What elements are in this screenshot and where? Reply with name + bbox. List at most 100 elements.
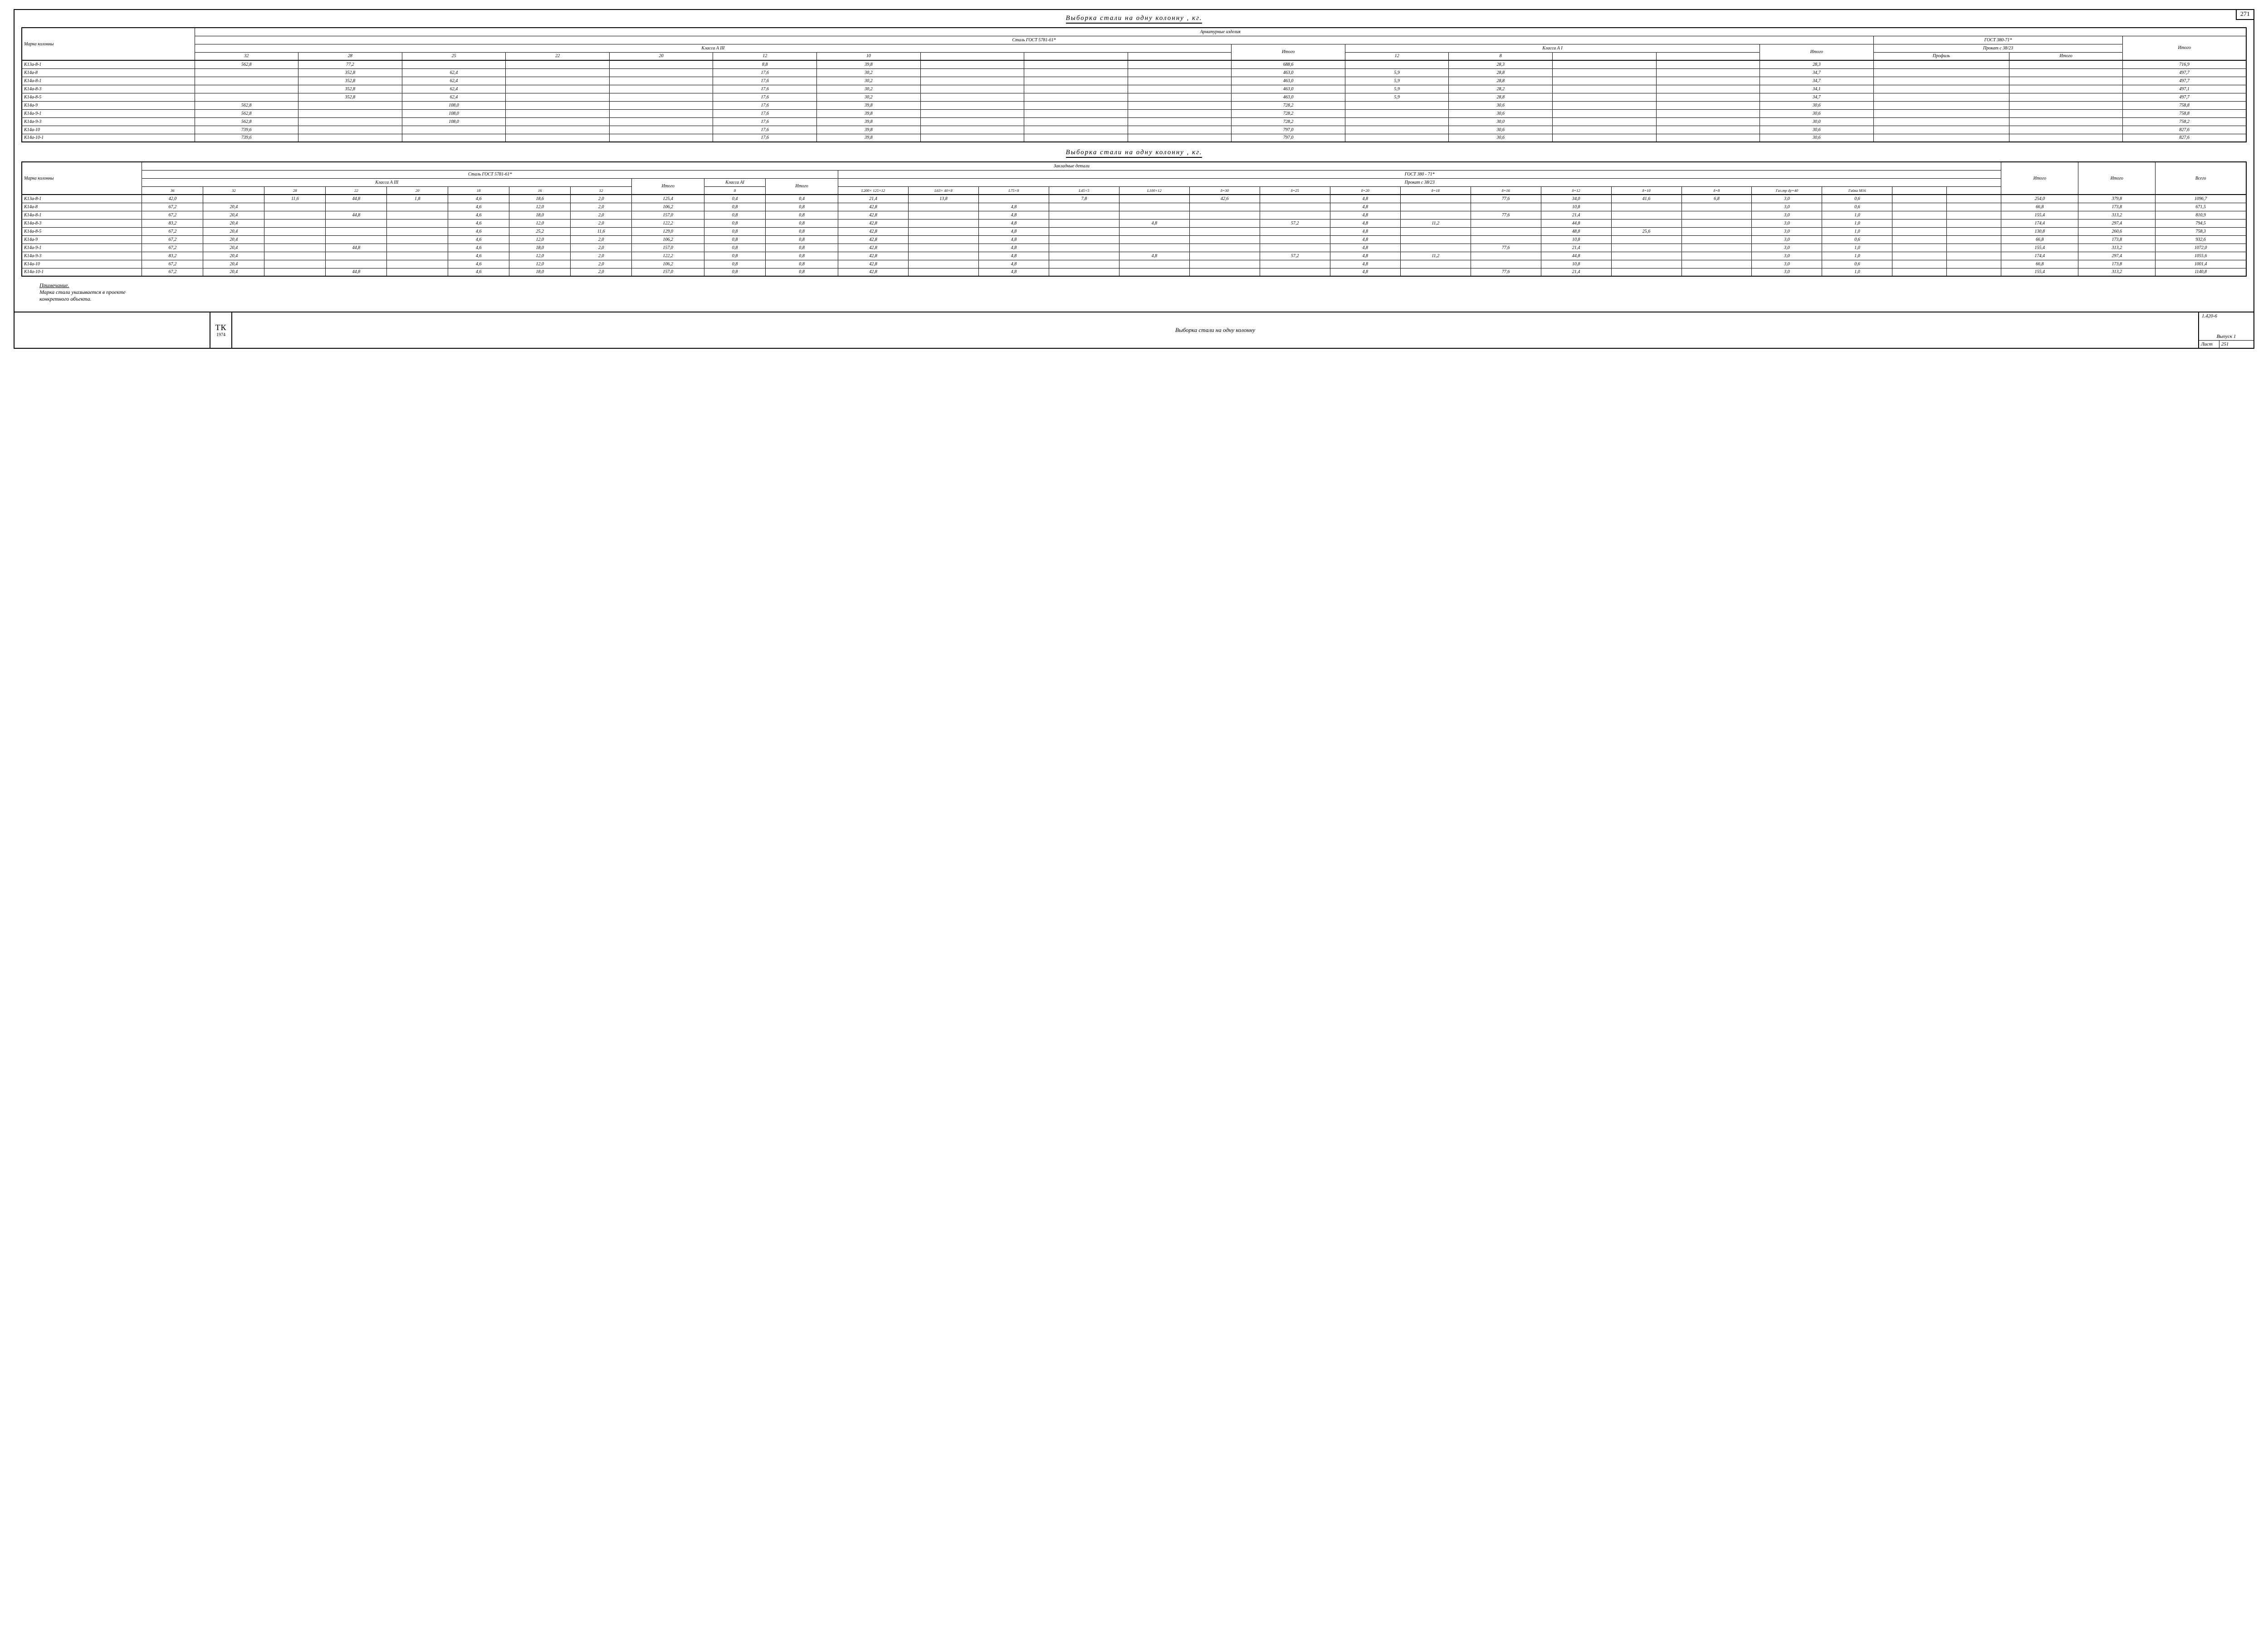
- t2-cell: [1681, 244, 1752, 252]
- t1-cell: [1128, 134, 1232, 142]
- t2-cell: [1260, 203, 1330, 211]
- hdr-gost5781: Сталь ГОСТ 5781-61*: [195, 36, 1873, 44]
- t2-prof-14: Гайка М16: [1822, 186, 1892, 195]
- t1-cell: 28,2: [1449, 85, 1553, 93]
- t1-cell: [402, 60, 506, 68]
- t2-cell: 4,6: [448, 211, 509, 219]
- t2-cell: 77,6: [1471, 244, 1541, 252]
- t2-cell: [1400, 227, 1471, 235]
- t1-cell: [1553, 134, 1657, 142]
- t1-cell: [920, 77, 1024, 85]
- t1-cell: 108,0: [402, 101, 506, 109]
- t2-cell: 4,8: [978, 252, 1049, 260]
- t2-cell: 4,8: [1119, 252, 1189, 260]
- t2-prof-10: δ=12: [1541, 186, 1611, 195]
- t1-cell: [1656, 68, 1760, 77]
- t2-prof-13: Газ.тр dy=40: [1752, 186, 1822, 195]
- t2-cell: 11,6: [264, 195, 326, 203]
- t2-cell: 4,8: [1330, 203, 1400, 211]
- t1-p: [1873, 93, 2009, 101]
- t2-a3-diam-3: 22: [326, 186, 387, 195]
- t1-a3t: 463,0: [1232, 93, 1345, 101]
- t1-diam-row: 32282522201210128ПрофильИтого: [22, 52, 2246, 60]
- t1-cell: [609, 68, 713, 77]
- t1-a3-diam-2: 25: [402, 52, 506, 60]
- hdr-itogo2: Итого: [2001, 162, 2078, 195]
- t2-cell: 12,0: [509, 235, 571, 244]
- t2-pt: 155,4: [2001, 211, 2078, 219]
- t2-pt: 155,4: [2001, 268, 2078, 276]
- table-1: Марка колонны Арматурные изделия Сталь Г…: [21, 27, 2247, 142]
- t2-cell: [387, 227, 448, 235]
- t1-cell: 62,4: [402, 77, 506, 85]
- t2-mark: К14а-8-3: [22, 219, 142, 227]
- t2-cell: 67,2: [142, 268, 203, 276]
- t2-a3t: 106,2: [632, 260, 704, 268]
- t2-cell: 2,0: [571, 260, 632, 268]
- t1-cell: [920, 117, 1024, 126]
- t1-cell: 108,0: [402, 109, 506, 117]
- table-row: К14а-9-383,220,44,612,02,0122,20,80,842,…: [22, 252, 2246, 260]
- t2-cell: 67,2: [142, 227, 203, 235]
- hdr2-380: ГОСТ 380 - 71*: [838, 170, 2001, 178]
- title-main: Выборка стали на одну колонну , кг.: [21, 15, 2247, 24]
- t2-cell: 4,8: [978, 235, 1049, 244]
- t2-cell: [264, 244, 326, 252]
- t2-cell: [326, 260, 387, 268]
- t2-cell: 20,4: [203, 219, 264, 227]
- t1-cell: [298, 109, 402, 117]
- t2-a1t: 0,8: [766, 203, 838, 211]
- t2-cell: 20,4: [203, 211, 264, 219]
- t2-cell: [264, 211, 326, 219]
- t1-cell: 30,6: [1449, 134, 1553, 142]
- hdr-itogo-final: Итого: [2123, 36, 2246, 60]
- t2-cell: [1681, 260, 1752, 268]
- t2-a3t: 157,0: [632, 268, 704, 276]
- t2-it: 313,2: [2078, 244, 2156, 252]
- hdr-vsego: Всего: [2156, 162, 2246, 195]
- t1-cell: [506, 68, 610, 77]
- t2-pt: 130,8: [2001, 227, 2078, 235]
- t2-cell: [1189, 268, 1260, 276]
- t2-a1-diam-0: 8: [704, 186, 766, 195]
- t1-cell: [506, 85, 610, 93]
- t2-cell: [1049, 203, 1119, 211]
- t1-a1t: 30,6: [1760, 101, 1873, 109]
- t1-cell: 17,6: [713, 126, 817, 134]
- t2-cell: [264, 227, 326, 235]
- t1-it: 827,6: [2123, 126, 2246, 134]
- t2-cell: [1189, 260, 1260, 268]
- t2-cell: 42,8: [838, 244, 909, 252]
- table-row: К14а-867,220,44,612,02,0106,20,80,842,84…: [22, 203, 2246, 211]
- t2-cell: 77,6: [1471, 195, 1541, 203]
- t2-cell: 0,8: [704, 219, 766, 227]
- table-2-head: Марка колонны Закладные детали Итого Ито…: [22, 162, 2246, 195]
- t1-cell: [1553, 77, 1657, 85]
- t1-a3t: 728,2: [1232, 117, 1345, 126]
- t2-cell: 4,8: [978, 203, 1049, 211]
- t2-it: 297,4: [2078, 219, 2156, 227]
- t1-a1t: 28,3: [1760, 60, 1873, 68]
- t1-p: [1873, 134, 2009, 142]
- t2-cell: 4,8: [978, 227, 1049, 235]
- t1-cell: [298, 117, 402, 126]
- t2-a1t: 0,8: [766, 260, 838, 268]
- t2-a3-diam-4: 20: [387, 186, 448, 195]
- t2-cell: 7,8: [1049, 195, 1119, 203]
- t1-cell: [920, 93, 1024, 101]
- t2-cell: 4,8: [978, 211, 1049, 219]
- t1-cell: 39,8: [817, 60, 921, 68]
- t2-cell: 25,2: [509, 227, 571, 235]
- hdr2-itogo-a3: Итого: [632, 178, 704, 195]
- t1-cell: [1128, 77, 1232, 85]
- t2-cell: 2,0: [571, 195, 632, 203]
- t2-cell: 20,4: [203, 260, 264, 268]
- t1-cell: 352,8: [298, 68, 402, 77]
- t1-cell: 562,8: [195, 117, 298, 126]
- t1-cell: [1656, 93, 1760, 101]
- t2-cell: [1611, 244, 1681, 252]
- t1-cell: 28,8: [1449, 68, 1553, 77]
- t2-a3t: 157,0: [632, 211, 704, 219]
- t1-pt: [2009, 109, 2122, 117]
- t2-prof-11: δ=10: [1611, 186, 1681, 195]
